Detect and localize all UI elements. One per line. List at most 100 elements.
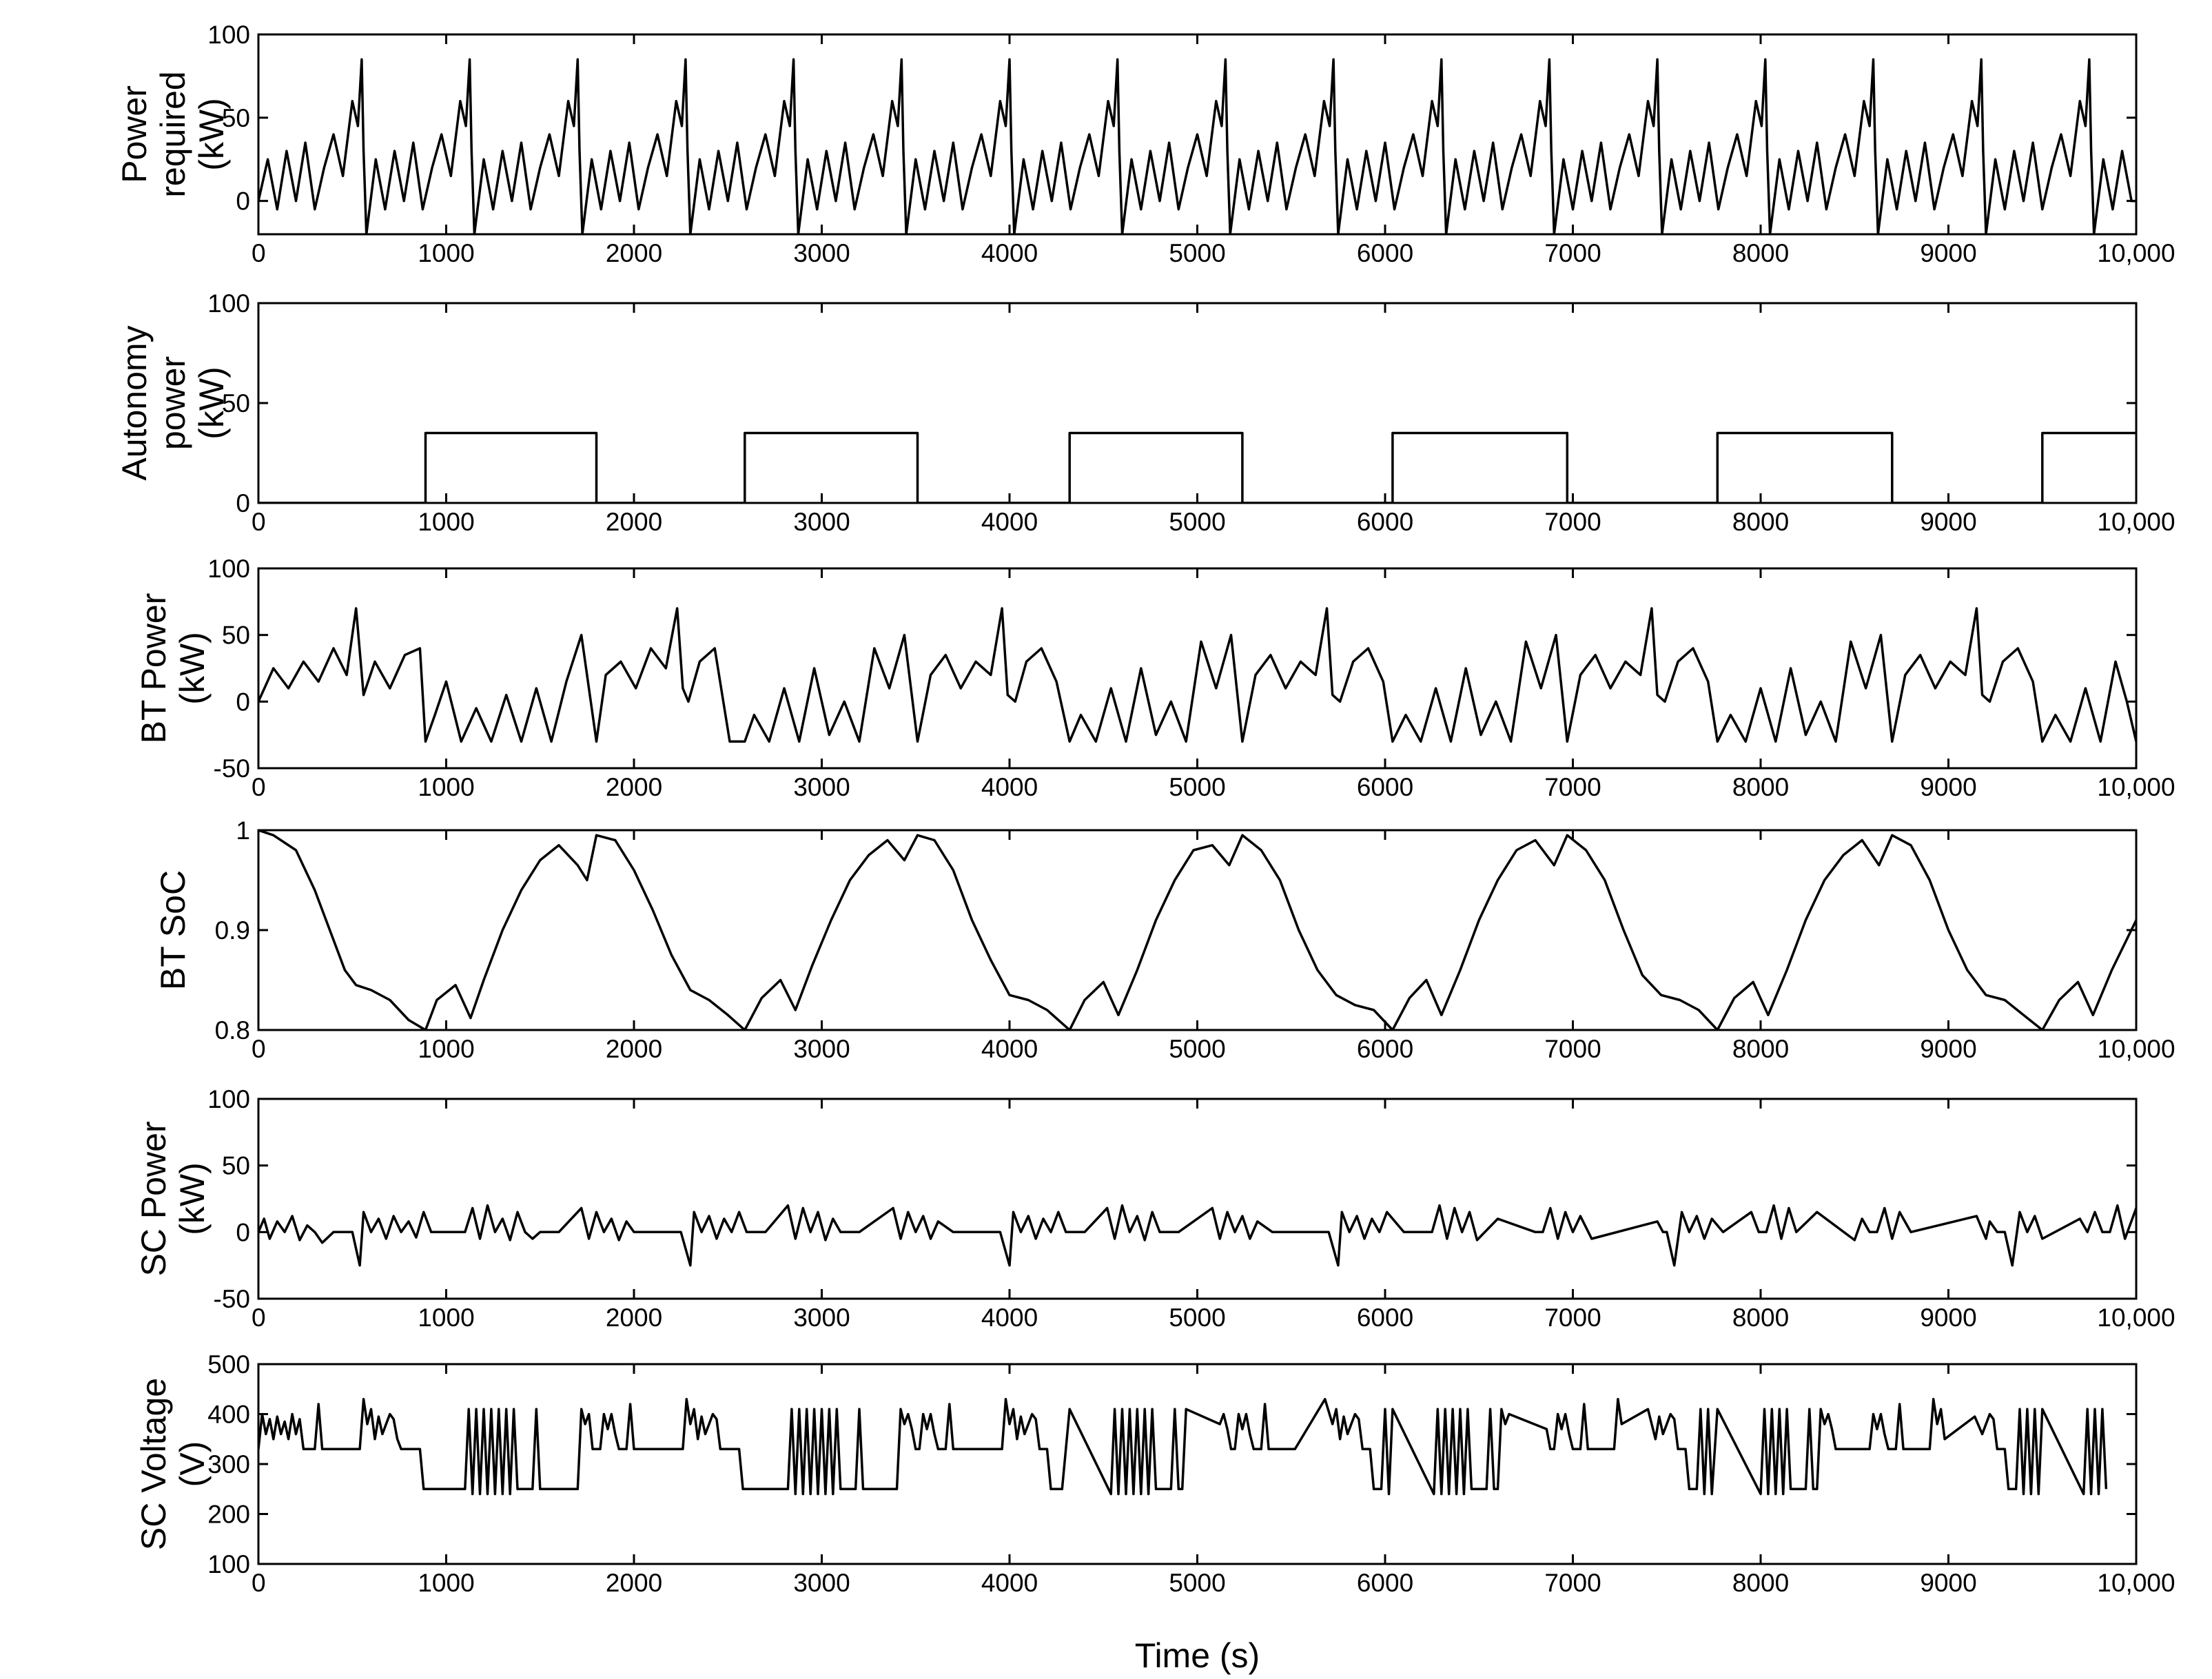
sc-voltage-x-tick-label: 0 [252, 1569, 266, 1597]
bt-soc-x-tick-label: 1000 [418, 1035, 474, 1063]
autonomy-power-series-line [258, 431, 2136, 503]
bt-soc-x-tick-label: 8000 [1732, 1035, 1789, 1063]
autonomy-power-y-tick-label: 100 [207, 289, 250, 318]
bt-soc-y-tick-label: 0.8 [215, 1016, 250, 1044]
power-required-series-line [258, 58, 2136, 234]
sc-power-y-tick-label: 50 [222, 1152, 250, 1180]
autonomy-power-y-axis-label: power [154, 356, 192, 450]
sc-voltage-y-tick-label: 300 [207, 1450, 250, 1479]
bt-power-x-tick-label: 2000 [606, 773, 662, 801]
sc-power-x-tick-label: 4000 [981, 1304, 1038, 1332]
sc-voltage-y-axis-label: (V) [173, 1441, 212, 1487]
sc-voltage-x-tick-label: 1000 [418, 1569, 474, 1597]
bt-power-x-tick-label: 4000 [981, 773, 1038, 801]
bt-power-y-tick-label: -50 [214, 754, 250, 783]
bt-power-x-tick-label: 5000 [1169, 773, 1225, 801]
sc-power-x-tick-label: 10,000 [2097, 1304, 2175, 1332]
sc-voltage-series-line [258, 1398, 2108, 1496]
sc-power-x-tick-label: 3000 [793, 1304, 850, 1332]
bt-power-x-tick-label: 1000 [418, 773, 474, 801]
bt-soc-series-line [258, 830, 2136, 1030]
power-required-y-tick-label: 50 [222, 104, 250, 132]
power-required-x-tick-label: 10,000 [2097, 239, 2175, 267]
bt-soc-x-tick-label: 4000 [981, 1035, 1038, 1063]
autonomy-power-x-tick-label: 1000 [418, 508, 474, 536]
autonomy-power-y-axis-label: Autonomy [115, 325, 154, 480]
autonomy-power-y-axis-label: (kW) [192, 367, 231, 440]
sc-power-series-line [258, 1204, 2136, 1267]
power-required-x-tick-label: 3000 [793, 239, 850, 267]
sc-voltage-y-tick-label: 500 [207, 1350, 250, 1379]
power-required-y-axis-label: (kW) [192, 98, 231, 171]
sc-voltage-x-tick-label: 6000 [1357, 1569, 1413, 1597]
bt-soc-y-tick-label: 0.9 [215, 916, 250, 945]
bt-power-x-tick-label: 6000 [1357, 773, 1413, 801]
sc-power-x-tick-label: 8000 [1732, 1304, 1789, 1332]
power-required-y-tick-label: 100 [207, 21, 250, 49]
power-required-x-tick-label: 6000 [1357, 239, 1413, 267]
sc-power-y-tick-label: -50 [214, 1285, 250, 1313]
sc-voltage-x-tick-label: 4000 [981, 1569, 1038, 1597]
sc-power-y-tick-label: 0 [236, 1218, 250, 1246]
sc-voltage-x-tick-label: 7000 [1544, 1569, 1601, 1597]
sc-power-y-axis-label: SC Power [134, 1121, 173, 1276]
autonomy-power-x-tick-label: 7000 [1544, 508, 1601, 536]
power-required-x-tick-label: 4000 [981, 239, 1038, 267]
autonomy-power-x-tick-label: 8000 [1732, 508, 1789, 536]
sc-voltage-y-tick-label: 400 [207, 1401, 250, 1429]
sc-voltage-x-tick-label: 5000 [1169, 1569, 1225, 1597]
sc-voltage-y-tick-label: 200 [207, 1501, 250, 1529]
sc-power-x-tick-label: 2000 [606, 1304, 662, 1332]
bt-power-y-tick-label: 0 [236, 688, 250, 716]
sc-voltage-x-tick-label: 3000 [793, 1569, 850, 1597]
autonomy-power-plot-frame [257, 302, 2138, 504]
bt-soc-x-tick-label: 6000 [1357, 1035, 1413, 1063]
autonomy-power-x-tick-label: 6000 [1357, 508, 1413, 536]
power-required-y-axis-label: required [154, 71, 192, 197]
bt-soc-y-tick-label: 1 [236, 816, 250, 845]
sc-voltage-x-tick-label: 8000 [1732, 1569, 1789, 1597]
sc-voltage-y-axis-label: SC Voltage [134, 1378, 173, 1550]
bt-soc-x-tick-label: 5000 [1169, 1035, 1225, 1063]
x-axis-label: Time (s) [1135, 1636, 1260, 1675]
bt-power-x-tick-label: 9000 [1920, 773, 1976, 801]
sc-voltage-x-tick-label: 9000 [1920, 1569, 1976, 1597]
power-required-x-tick-label: 7000 [1544, 239, 1601, 267]
power-required-x-tick-label: 0 [252, 239, 266, 267]
sc-power-y-axis-label: (kW) [173, 1162, 212, 1235]
bt-soc-x-tick-label: 10,000 [2097, 1035, 2175, 1063]
power-required-x-tick-label: 1000 [418, 239, 474, 267]
bt-soc-x-tick-label: 9000 [1920, 1035, 1976, 1063]
sc-power-x-tick-label: 5000 [1169, 1304, 1225, 1332]
autonomy-power-y-tick-label: 0 [236, 489, 250, 517]
autonomy-power-x-tick-label: 0 [252, 508, 266, 536]
autonomy-power-x-tick-label: 10,000 [2097, 508, 2175, 536]
bt-power-y-tick-label: 50 [222, 621, 250, 650]
sc-voltage-y-tick-label: 100 [207, 1550, 250, 1578]
bt-power-x-tick-label: 7000 [1544, 773, 1601, 801]
sc-power-x-tick-label: 9000 [1920, 1304, 1976, 1332]
autonomy-power-x-tick-label: 2000 [606, 508, 662, 536]
autonomy-power-x-tick-label: 9000 [1920, 508, 1976, 536]
sc-power-x-tick-label: 0 [252, 1304, 266, 1332]
sc-power-x-tick-label: 1000 [418, 1304, 474, 1332]
bt-power-y-tick-label: 100 [207, 555, 250, 583]
bt-soc-y-axis-label: BT SoC [154, 870, 192, 990]
autonomy-power-x-tick-label: 3000 [793, 508, 850, 536]
bt-soc-x-tick-label: 0 [252, 1035, 266, 1063]
power-required-x-tick-label: 2000 [606, 239, 662, 267]
sc-voltage-x-tick-label: 10,000 [2097, 1569, 2175, 1597]
bt-power-x-tick-label: 3000 [793, 773, 850, 801]
sc-power-y-tick-label: 100 [207, 1085, 250, 1113]
bt-soc-x-tick-label: 3000 [793, 1035, 850, 1063]
power-required-x-tick-label: 8000 [1732, 239, 1789, 267]
bt-power-series-line [258, 607, 2136, 743]
bt-power-y-axis-label: (kW) [173, 632, 212, 705]
bt-soc-x-tick-label: 2000 [606, 1035, 662, 1063]
autonomy-power-y-tick-label: 50 [222, 389, 250, 418]
sc-power-x-tick-label: 7000 [1544, 1304, 1601, 1332]
power-required-y-axis-label: Power [115, 85, 154, 183]
autonomy-power-x-tick-label: 4000 [981, 508, 1038, 536]
sc-power-x-tick-label: 6000 [1357, 1304, 1413, 1332]
